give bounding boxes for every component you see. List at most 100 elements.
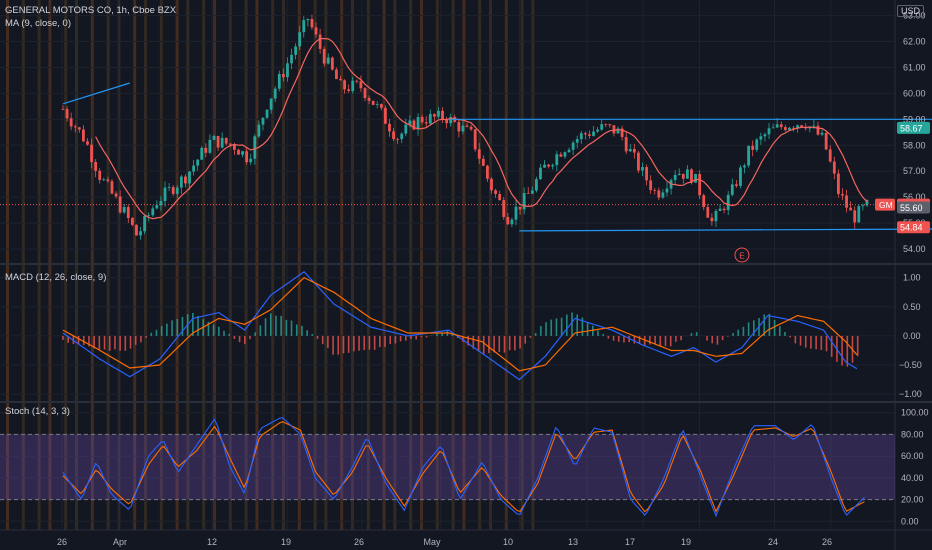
stoch-legend[interactable]: Stoch (14, 3, 3) [5,406,70,417]
candle-body [841,194,844,196]
candle-body [204,147,208,153]
candle-body [849,207,853,211]
candle-body [645,167,648,181]
candle-body [510,219,514,225]
candle-body [575,139,579,143]
candle-body [739,167,742,186]
price-tick-label: 63.00 [903,11,926,21]
price-tick-label: 59.00 [903,114,926,124]
price-axes[interactable]: 63.00 62.00 61.00 60.00 59.00 58.00 57.00 56.00… [899,11,929,527]
candle-body [698,173,702,196]
candle-body [853,210,857,223]
candle-body [653,190,657,191]
candle-body [596,129,600,132]
candle-body [326,57,330,64]
stoch-d-line [62,421,865,513]
candle-body [637,152,640,171]
time-tick-label: 19 [681,537,691,547]
candle-body [816,125,820,135]
candle-body [155,205,159,209]
candle-body [681,173,685,179]
candle-body [518,206,522,210]
price-tick-label: 58.00 [903,140,926,150]
candle-body [102,179,106,181]
candle-body [61,108,65,110]
candle-body [432,114,436,117]
currency-button[interactable]: USD [896,5,924,17]
position-zones[interactable] [0,128,932,227]
candle-body [73,126,77,128]
candle-body [649,180,653,191]
candle-body [363,88,367,99]
candle-body [86,141,89,145]
ma-legend[interactable]: MA (9, close, 0) [5,18,71,29]
candle-body [135,224,138,236]
candle-body [788,127,791,130]
candle-body [212,135,216,140]
candle-body [563,152,567,157]
candle-body [139,231,142,236]
candle-body [616,128,620,134]
candle-body [233,144,236,150]
macd-legend[interactable]: MACD (12, 26, close, 9) [5,272,107,283]
candle-body [461,125,465,132]
stop-price-tag: 54.84 [900,223,923,233]
candle-body [673,174,677,180]
candle-body [196,159,200,166]
candle-body [755,139,759,150]
time-tick-label: 10 [503,537,513,547]
candle-body [857,206,861,223]
symbol-legend[interactable]: GENERAL MOTORS CO, 1h, Cboe BZX [5,5,177,16]
trend-lines[interactable] [62,82,932,232]
candle-body [579,133,583,140]
candle-body [249,158,253,163]
candle-body [702,195,706,208]
candle-body [783,127,787,130]
candle-body [269,98,273,110]
candle-body [665,188,669,193]
candle-body [486,165,489,179]
candle-body [388,123,391,132]
candle-body [118,196,122,213]
trend-line [62,82,130,105]
candle-body [465,125,469,127]
candle-body [179,176,183,188]
candle-body [714,210,718,222]
candle-body [685,169,689,179]
candle-body [743,165,746,168]
candle-body [110,181,114,194]
time-axis[interactable]: 26 Apr 12 19 26 May 10 13 17 19 24 26 [57,537,832,547]
earnings-marker[interactable]: E [734,247,750,263]
candle-body [404,124,408,134]
candle-body [612,125,616,134]
candle-body [718,208,722,211]
ma-line-path [95,37,868,220]
candle-body [428,114,432,124]
candle-body [290,54,293,64]
candle-body [335,69,338,80]
candle-body [375,104,379,105]
stoch-k-line [62,417,865,518]
candle-body [437,110,440,117]
entry-price-tag: 55.60 [900,203,923,213]
macd-lines [62,271,858,381]
candle-body [441,110,444,120]
stoch-tick-label: 60.00 [901,451,924,461]
candle-body [522,192,526,210]
candle-body [555,154,559,166]
time-tick-label: 26 [354,537,364,547]
candle-body [65,109,69,119]
candle-body [583,133,587,135]
candle-body [122,207,126,213]
candle-body [608,124,612,126]
candle-body [539,167,542,180]
candle-body [322,48,326,64]
candle-body [159,201,163,206]
time-tick-label: 26 [822,537,832,547]
candle-body [812,125,816,127]
price-tick-label: 62.00 [903,37,926,47]
candle-body [620,128,624,138]
candle-body [551,165,555,167]
candle-body [457,121,461,132]
